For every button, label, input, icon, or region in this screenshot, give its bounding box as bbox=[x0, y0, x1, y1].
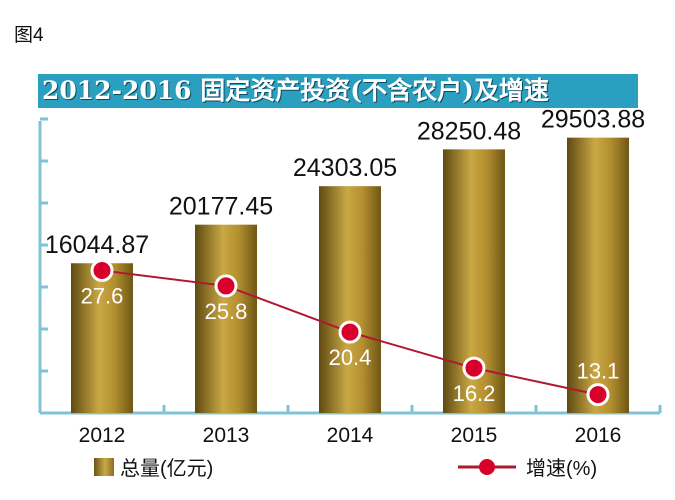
growth-point-2015 bbox=[464, 358, 484, 378]
growth-value-label: 16.2 bbox=[453, 381, 496, 406]
legend-line-swatch bbox=[458, 456, 516, 478]
growth-value-label: 20.4 bbox=[329, 345, 372, 370]
bar-value-label: 29503.88 bbox=[541, 106, 645, 134]
bar-value-label: 28250.48 bbox=[417, 117, 521, 145]
bar-value-label: 20177.45 bbox=[169, 193, 273, 221]
bar-value-label: 24303.05 bbox=[293, 154, 397, 182]
legend-bar-swatch bbox=[94, 458, 114, 476]
growth-point-2012 bbox=[92, 261, 112, 281]
bar-value-label: 16044.87 bbox=[45, 231, 149, 259]
x-tick-label: 2013 bbox=[203, 424, 250, 447]
growth-value-label: 25.8 bbox=[205, 299, 248, 324]
x-tick-label: 2012 bbox=[79, 424, 126, 447]
growth-point-2016 bbox=[588, 385, 608, 405]
x-tick-label: 2015 bbox=[451, 424, 498, 447]
x-tick-label: 2014 bbox=[327, 424, 374, 447]
legend: 总量(亿元) 增速(%) bbox=[0, 448, 675, 484]
legend-line-label: 增速(%) bbox=[526, 452, 597, 481]
legend-bar-label: 总量(亿元) bbox=[120, 452, 213, 481]
chart-plot: 16044.87 2012 20177.45 2013 24303.05 2014 2825… bbox=[0, 0, 675, 450]
growth-value-label: 27.6 bbox=[81, 284, 124, 309]
growth-point-2013 bbox=[216, 276, 236, 296]
bar-2014 bbox=[319, 186, 381, 413]
growth-value-label: 13.1 bbox=[577, 359, 620, 384]
x-tick-label: 2016 bbox=[575, 424, 622, 447]
growth-point-2014 bbox=[340, 322, 360, 342]
